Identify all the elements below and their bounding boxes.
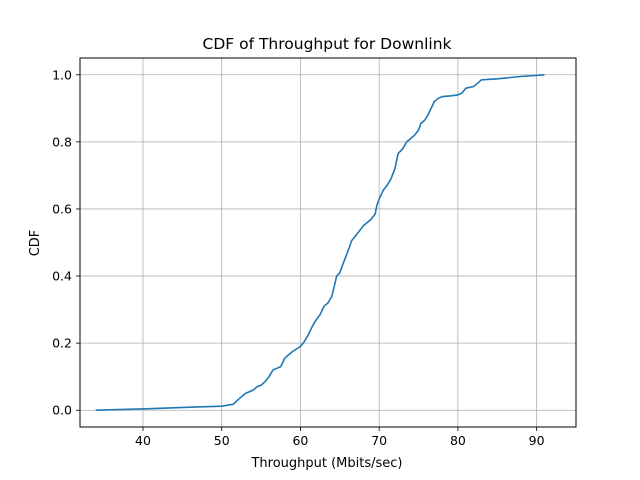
x-axis-label: Throughput (Mbits/sec) xyxy=(250,456,402,471)
x-tick-label: 80 xyxy=(450,433,466,448)
y-tick-label: 1.0 xyxy=(52,67,72,82)
x-tick-label: 40 xyxy=(135,433,151,448)
y-tick-label: 0.8 xyxy=(52,134,72,149)
x-tick-label: 60 xyxy=(292,433,308,448)
x-tick-label: 90 xyxy=(529,433,545,448)
y-tick-label: 0.2 xyxy=(52,336,72,351)
y-tick-label: 0.0 xyxy=(52,403,72,418)
axis-ticks: 40 50 60 70 80 90 0.0 0.2 0.4 0.6 0.8 1.0 xyxy=(52,67,545,448)
y-tick-label: 0.4 xyxy=(52,269,72,284)
cdf-series-line xyxy=(95,74,545,411)
plot-frame xyxy=(79,57,577,428)
y-axis-label: CDF xyxy=(28,230,43,257)
x-tick-label: 50 xyxy=(214,433,230,448)
grid-lines xyxy=(80,58,576,427)
y-tick-label: 0.6 xyxy=(52,201,72,216)
chart-title: CDF of Throughput for Downlink xyxy=(203,35,452,53)
x-tick-label: 70 xyxy=(371,433,387,448)
cdf-line-group xyxy=(95,74,545,411)
